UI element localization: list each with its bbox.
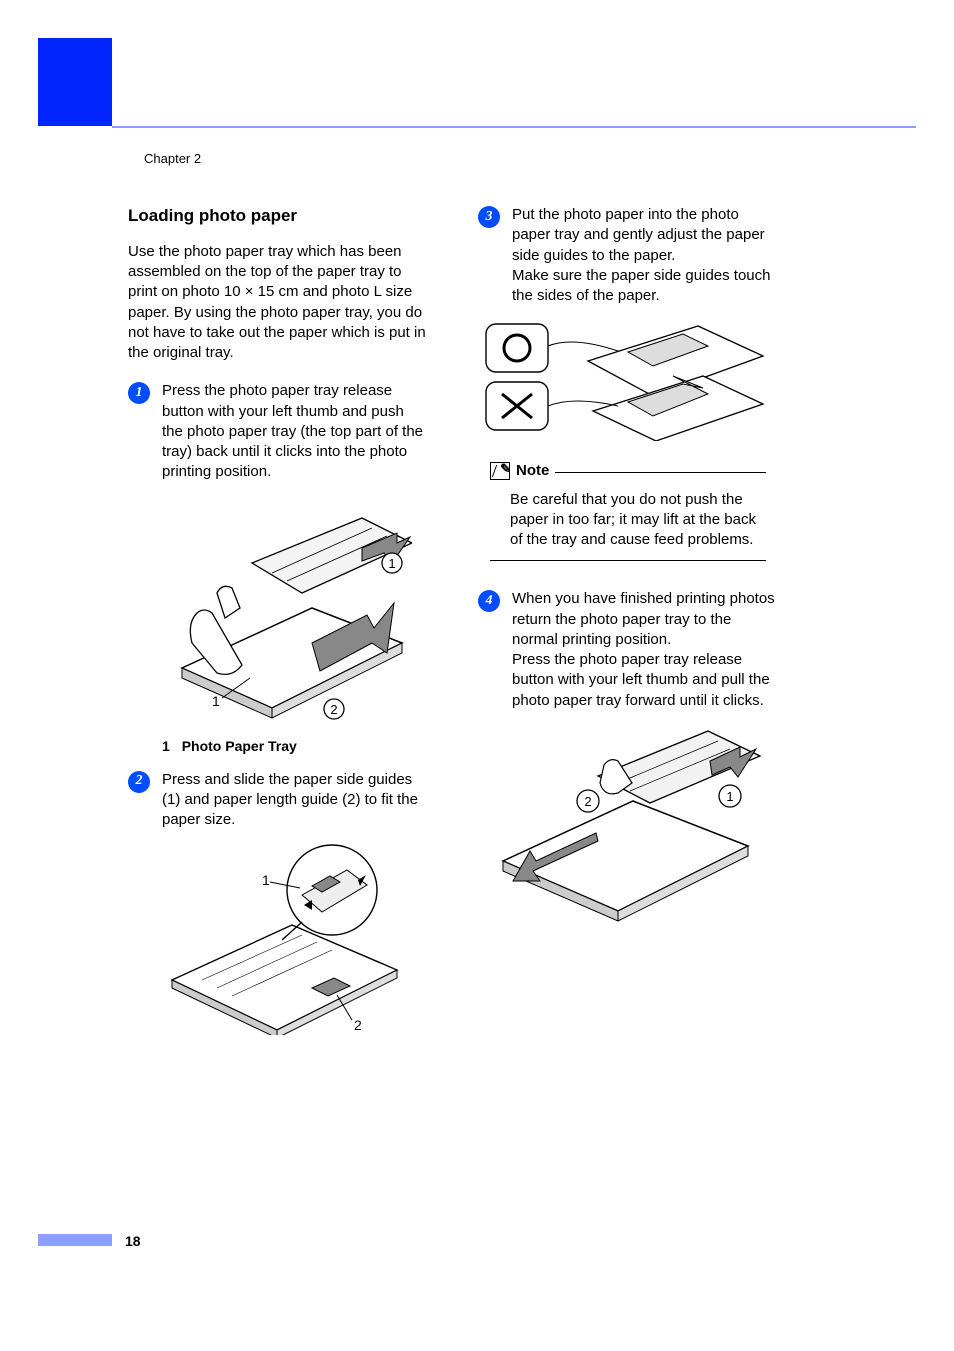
header-blue-block — [38, 38, 112, 126]
step-badge-2: 2 — [128, 771, 150, 793]
svg-text:2: 2 — [330, 702, 337, 717]
step-3-text: Put the photo paper into the photo paper… — [512, 205, 778, 306]
figure-3 — [478, 316, 778, 441]
svg-text:1: 1 — [388, 556, 395, 571]
figure-1: 1 1 2 — [162, 493, 428, 723]
step-3: 3 Put the photo paper into the photo pap… — [478, 205, 778, 306]
note-box: Note Be careful that you do not push the… — [478, 455, 778, 571]
step-2: 2 Press and slide the paper side guides … — [128, 770, 428, 831]
note-rule-bottom — [490, 560, 766, 561]
caption-text: Photo Paper Tray — [182, 738, 297, 754]
step-4b: Press the photo paper tray release butto… — [512, 651, 770, 709]
header-rule — [112, 126, 916, 128]
svg-text:2: 2 — [354, 1017, 362, 1033]
figure-2: 1 2 — [162, 840, 428, 1035]
step-3b: Make sure the paper side guides touch th… — [512, 267, 771, 304]
note-heading: Note — [490, 461, 766, 481]
section-title: Loading photo paper — [128, 205, 428, 228]
left-column: Loading photo paper Use the photo paper … — [128, 205, 428, 1049]
right-column: 3 Put the photo paper into the photo pap… — [478, 205, 778, 945]
note-icon — [490, 462, 510, 480]
note-body: Be careful that you do not push the pape… — [490, 482, 766, 555]
step-1: 1 Press the photo paper tray release but… — [128, 381, 428, 482]
page-number: 18 — [125, 1232, 141, 1251]
footer-blue-bar — [38, 1234, 112, 1246]
figure-2-svg: 1 2 — [162, 840, 412, 1035]
svg-text:1: 1 — [212, 693, 220, 709]
step-4-text: When you have finished printing photos r… — [512, 589, 778, 711]
figure-1-caption: 1 Photo Paper Tray — [162, 737, 428, 756]
step-badge-4: 4 — [478, 590, 500, 612]
step-4a: When you have finished printing photos r… — [512, 590, 775, 648]
svg-text:1: 1 — [726, 789, 733, 804]
step-1-text: Press the photo paper tray release butto… — [162, 381, 428, 482]
step-2-text: Press and slide the paper side guides (1… — [162, 770, 428, 831]
figure-1-svg: 1 1 2 — [162, 493, 412, 723]
figure-3-svg — [478, 316, 768, 441]
step-4: 4 When you have finished printing photos… — [478, 589, 778, 711]
step-badge-1: 1 — [128, 382, 150, 404]
intro-paragraph: Use the photo paper tray which has been … — [128, 242, 428, 364]
step-3a: Put the photo paper into the photo paper… — [512, 206, 765, 264]
svg-text:1: 1 — [262, 872, 270, 888]
chapter-label: Chapter 2 — [144, 150, 201, 168]
figure-4: 1 2 — [478, 721, 778, 931]
svg-text:2: 2 — [584, 794, 591, 809]
step-badge-3: 3 — [478, 206, 500, 228]
note-label: Note — [516, 461, 549, 481]
note-rule-head — [555, 472, 766, 473]
figure-4-svg: 1 2 — [478, 721, 768, 931]
caption-num: 1 — [162, 738, 170, 754]
